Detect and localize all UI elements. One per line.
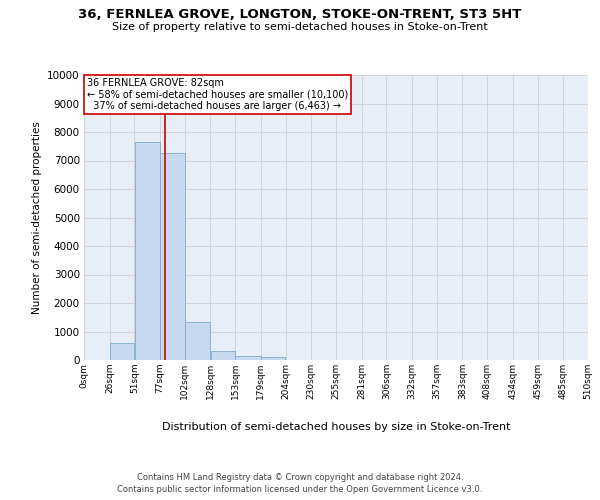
Text: Contains public sector information licensed under the Open Government Licence v3: Contains public sector information licen…: [118, 485, 482, 494]
Bar: [110, 343, 134, 360]
Text: Distribution of semi-detached houses by size in Stoke-on-Trent: Distribution of semi-detached houses by …: [162, 422, 510, 432]
Bar: [261, 358, 286, 360]
Bar: [185, 322, 210, 360]
Text: 36, FERNLEA GROVE, LONGTON, STOKE-ON-TRENT, ST3 5HT: 36, FERNLEA GROVE, LONGTON, STOKE-ON-TRE…: [79, 8, 521, 20]
Text: Contains HM Land Registry data © Crown copyright and database right 2024.: Contains HM Land Registry data © Crown c…: [137, 472, 463, 482]
Text: Size of property relative to semi-detached houses in Stoke-on-Trent: Size of property relative to semi-detach…: [112, 22, 488, 32]
Bar: [160, 154, 185, 360]
Bar: [211, 351, 235, 360]
Bar: [134, 142, 160, 360]
Text: 36 FERNLEA GROVE: 82sqm
← 58% of semi-detached houses are smaller (10,100)
  37%: 36 FERNLEA GROVE: 82sqm ← 58% of semi-de…: [86, 78, 348, 111]
Y-axis label: Number of semi-detached properties: Number of semi-detached properties: [32, 121, 41, 314]
Bar: [235, 356, 260, 360]
